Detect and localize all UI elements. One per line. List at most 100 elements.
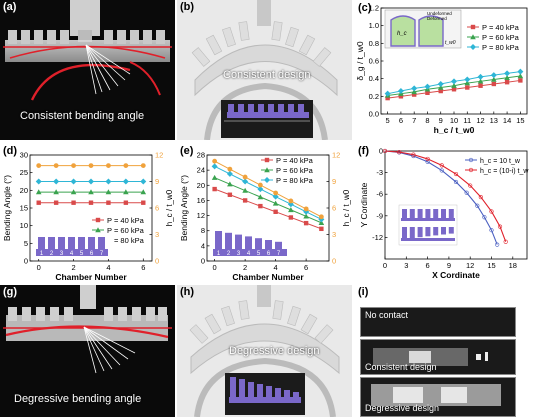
chart-c-xtick-label: 12: [476, 116, 484, 125]
chart-e-point: [288, 215, 294, 220]
chart-f-point: [425, 159, 430, 164]
chart-f-legend-text: h_c = (10-i) t_w: [480, 168, 529, 175]
chart-d-point: [105, 189, 112, 195]
chart-d-inset-chamber-label: 3: [60, 251, 64, 257]
chart-e-ytick-label: 12: [197, 211, 205, 220]
chart-e-point: [318, 219, 325, 225]
chart-e-point: [242, 198, 248, 203]
chart-e-point: [303, 208, 310, 215]
chart-e-point: [227, 166, 233, 172]
chart-e-point: [257, 186, 264, 193]
chart-e-inset-chamber: [275, 241, 282, 251]
chart-e-legend-marker: [264, 157, 270, 163]
chart-f-point: [489, 228, 494, 233]
chart-d-y2tick-label: 3: [155, 230, 159, 239]
chart-c-point: [504, 70, 511, 77]
chart-e-ytick-label: 0: [201, 257, 205, 266]
chart-d-ytick-label: 15: [20, 204, 28, 213]
chart-d-y2label: h_c / t_w0: [165, 189, 174, 226]
chart-c-point: [424, 83, 431, 90]
chart-e-point: [303, 220, 309, 226]
chart-e-ytick-label: 4: [201, 241, 205, 250]
chart-c-point: [398, 94, 404, 99]
chart-f-point: [489, 209, 494, 214]
chart-d-ylabel: Bending Angle (°): [2, 175, 12, 241]
chart-c-xtick-label: 6: [399, 116, 403, 125]
chart-e-xtick-label: 4: [274, 263, 278, 272]
chart-c-xtick-label: 13: [490, 116, 498, 125]
panel-f: (f) 0 3 6 9 12 15 18 0 -3 -6 -9 -12 X Cordinate Y Cord…: [355, 143, 533, 283]
chart-f-legend-text: h_c = 10 t_w: [480, 158, 521, 165]
chart-f-ytick-label: -12: [372, 233, 383, 242]
chart-d-legend-marker: [95, 227, 101, 233]
chart-f-frame: [384, 150, 528, 260]
chart-e-point: [242, 187, 248, 193]
panel-b-graphic: [191, 0, 338, 140]
chart-e-point: [227, 181, 233, 187]
chart-e-legend-text: P = 80 kPa: [276, 176, 314, 185]
chart-e-inset-base: [213, 249, 287, 256]
chart-c-ytick-label: 0.6: [369, 57, 379, 66]
chart-e-point: [273, 209, 278, 214]
chart-c-point: [504, 74, 510, 80]
chart-f-xtick-label: 9: [447, 261, 451, 270]
chart-e-ytick-label: 24: [197, 166, 205, 175]
chart-d-inset-chamber: [98, 237, 105, 251]
chart-f-legend-marker: [468, 157, 474, 163]
chart-e-point: [288, 207, 294, 213]
chart-c-point: [517, 68, 524, 75]
chart-d-y2tick-label: 12: [155, 151, 163, 160]
chart-f-inset-chamber: [433, 227, 439, 236]
chart-c-inset-text: Deformed: [427, 16, 447, 21]
chart-f-legend-marker: [468, 167, 474, 173]
chart-c-legend-marker: [470, 34, 476, 40]
chart-f-point: [503, 239, 508, 244]
panel-e: (e) 0 2 4 6 0 4 8 12 16 20 24 28 Chamber Number Bendin…: [177, 143, 355, 283]
chart-d-ytick-label: 5: [24, 239, 28, 248]
chart-c-point: [437, 84, 444, 90]
chart-d-legend-text: P = 40 kPa: [107, 216, 145, 225]
chart-f-point: [482, 215, 487, 220]
chart-e-point: [272, 200, 279, 206]
chart-e-inset-chamber-label: 2: [227, 251, 231, 257]
chart-d-point: [70, 178, 77, 185]
chart-d-xtick-label: 0: [37, 263, 41, 272]
strip-consistent: Consistent design: [360, 339, 516, 375]
panel-g-graphic: [3, 285, 172, 374]
chart-e-point: [227, 192, 233, 197]
chart-f-point: [495, 242, 500, 247]
chart-c-point: [465, 85, 470, 90]
chart-d-point: [88, 163, 94, 168]
chart-d-point: [140, 178, 147, 185]
chart-e-xtick-label: 6: [304, 263, 308, 272]
chart-f-inset-chamber: [409, 209, 415, 219]
chart-c-legend-marker: [470, 44, 476, 50]
chart-e-ytick-label: 8: [201, 226, 205, 235]
strip-no-contact-label: No contact: [365, 310, 409, 320]
chart-c-point: [477, 78, 484, 84]
chart-f-point: [453, 179, 459, 185]
chart-d-point: [71, 200, 76, 205]
chart-d-inset-chamber: [88, 237, 95, 251]
chart-d-inset-chamber-label: 5: [80, 251, 84, 257]
chart-f-ytick-label: 0: [379, 147, 383, 156]
chart-e-xlabel: Chamber Number: [232, 272, 304, 282]
chart-d-point: [36, 200, 41, 205]
chart-f-point: [497, 224, 503, 229]
chart-e-point: [273, 190, 279, 196]
chart-f-xtick-label: 6: [426, 261, 430, 270]
chart-e-ylabel: Bending Angle (°): [179, 175, 189, 241]
chart-e-inset-chamber: [245, 236, 252, 251]
strip-degressive-graphic: [371, 384, 501, 406]
chart-d-inset-chamber-label: 7: [100, 251, 104, 257]
chart-f-inset-chamber: [448, 209, 454, 219]
chart-e-panel-label: (e): [180, 145, 194, 157]
chart-e-legend-marker: [264, 177, 270, 183]
chart-c-inset-chamber: [418, 15, 444, 47]
chart-d-point: [122, 178, 129, 185]
chart-e-inset-chamber-label: 6: [267, 251, 271, 257]
chart-e-inset-chamber: [255, 238, 262, 251]
chart-c-point: [411, 85, 418, 92]
chart-e-inset-chamber-label: 4: [247, 251, 251, 257]
